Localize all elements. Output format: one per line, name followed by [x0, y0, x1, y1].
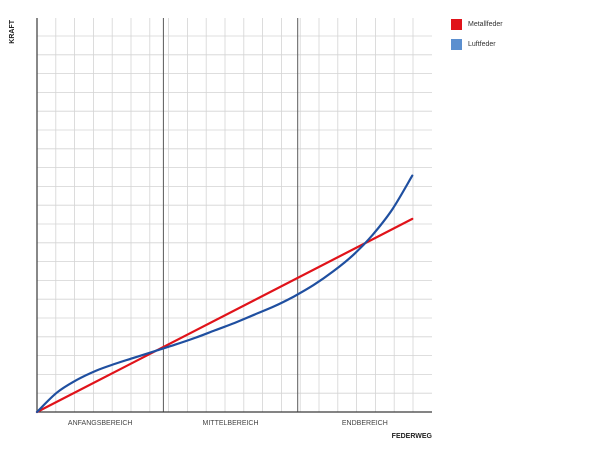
- series-layer: [35, 174, 414, 414]
- series-line-metallfeder: [35, 217, 414, 414]
- legend-item-luftfeder: Luftfeder: [451, 38, 503, 50]
- legend-item-metallfeder: Metallfeder: [451, 18, 503, 30]
- region-labels: ANFANGSBEREICH MITTELBEREICH ENDBEREICH: [68, 420, 388, 427]
- region-label-anfangsbereich: ANFANGSBEREICH: [68, 420, 133, 427]
- region-label-mittelbereich: MITTELBEREICH: [203, 420, 259, 427]
- grid: [37, 18, 432, 412]
- axes: [36, 18, 432, 413]
- region-dividers: [162, 18, 299, 412]
- legend-swatch-luftfeder: [451, 38, 462, 50]
- y-axis-title: KRAFT: [9, 19, 16, 43]
- legend-swatch-metallfeder: [451, 18, 462, 30]
- series-line-luftfeder: [35, 174, 414, 414]
- region-label-endbereich: ENDBEREICH: [342, 420, 388, 427]
- x-axis-title: FEDERWEG: [392, 433, 433, 440]
- legend: Metallfeder Luftfeder: [451, 18, 503, 58]
- legend-label-luftfeder: Luftfeder: [468, 40, 496, 48]
- legend-label-metallfeder: Metallfeder: [468, 20, 503, 28]
